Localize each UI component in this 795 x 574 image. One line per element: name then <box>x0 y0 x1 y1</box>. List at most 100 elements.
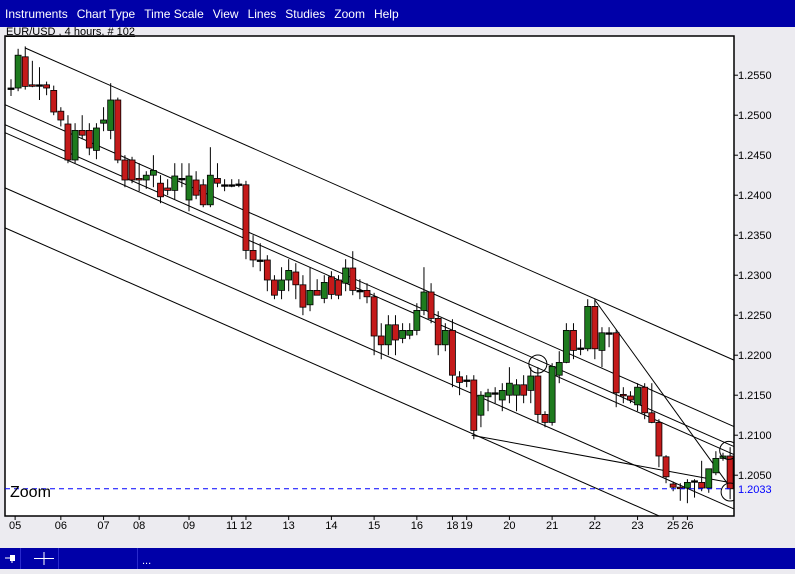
plot-area[interactable] <box>4 35 735 517</box>
candle-bull <box>256 259 264 262</box>
candle-bear <box>28 84 36 87</box>
crosshair-button[interactable] <box>20 548 59 569</box>
candle-bear <box>363 289 371 298</box>
candle-bull <box>691 480 698 483</box>
candle-bull <box>278 279 285 291</box>
candle-bear <box>50 90 58 113</box>
circle-marker <box>719 440 734 460</box>
candle-bull <box>605 332 613 335</box>
x-tick-label: 25 <box>667 520 679 532</box>
candle-bull <box>228 184 236 187</box>
menu-zoom[interactable]: Zoom <box>334 6 365 21</box>
candle-bear <box>57 110 65 121</box>
candle-bull <box>100 119 107 124</box>
menu-studies[interactable]: Studies <box>285 6 326 21</box>
candle-bear <box>263 259 271 281</box>
menu-help[interactable]: Help <box>373 6 399 21</box>
candle-bull <box>634 386 641 406</box>
candle-bear <box>470 379 478 431</box>
candle-bull <box>356 289 364 293</box>
status-text: ... <box>142 555 152 567</box>
candle-bull <box>171 175 179 191</box>
x-tick-label: 07 <box>97 520 109 532</box>
y-tick-label: 1.2350 <box>738 230 772 242</box>
x-tick-label: 13 <box>283 520 295 532</box>
candle-bull <box>498 389 506 401</box>
candle-bear <box>619 393 627 397</box>
candle-bull <box>221 184 229 187</box>
candle-bull <box>142 174 150 181</box>
menu-time-scale[interactable]: Time Scale <box>144 6 204 21</box>
candle-bear <box>135 177 143 181</box>
x-tick-label: 18 <box>446 520 458 532</box>
candle-bull <box>36 84 43 87</box>
candle-bull <box>71 129 79 161</box>
candle-bull <box>93 127 100 151</box>
candle-bull <box>420 291 428 311</box>
candle-bull <box>342 267 350 284</box>
candle-bear <box>335 279 342 296</box>
candle-bear <box>214 177 221 184</box>
candle-bear <box>627 395 634 401</box>
menu-view[interactable]: View <box>212 6 239 21</box>
candle-bear <box>591 305 599 350</box>
price-chart[interactable]: 1.2550 1.2500 1.2450 1.2400 1.2350 1.2300 1.22… <box>0 0 795 548</box>
candle-bull <box>399 329 407 339</box>
menu-instruments[interactable]: Instruments <box>5 6 68 21</box>
candle-bear <box>121 159 129 181</box>
candle-bull <box>178 177 186 181</box>
candle-bear <box>662 456 670 478</box>
candle-bull <box>14 54 22 89</box>
x-tick-label: 15 <box>368 520 380 532</box>
candle-bull <box>584 305 592 350</box>
candle-bear <box>377 335 385 346</box>
status-bar: ... <box>0 548 795 569</box>
candle-bear <box>392 324 399 341</box>
y-tick-label: 1.2050 <box>738 470 772 482</box>
pin-button[interactable] <box>0 548 21 569</box>
menu-lines[interactable]: Lines <box>247 6 277 21</box>
candle-bear <box>370 296 378 337</box>
candle-bear <box>456 376 463 383</box>
candle-bear <box>199 184 207 206</box>
candle-bull <box>527 375 535 391</box>
candle-bear <box>669 483 677 488</box>
x-tick-label: 21 <box>546 520 558 532</box>
y-tick-label: 1.2300 <box>738 270 772 282</box>
x-tick-label: 08 <box>133 520 145 532</box>
plot-content <box>5 46 734 516</box>
circle-marker <box>720 482 734 502</box>
candle-bear <box>114 99 122 161</box>
candle-bull <box>598 332 606 351</box>
candle-bear <box>299 284 307 308</box>
zoom-label: Zoom <box>10 484 51 501</box>
menu-bar: Instruments Chart Type Time Scale View Lines… <box>0 0 795 27</box>
candle-bull <box>306 289 314 306</box>
candle-bull <box>320 281 328 299</box>
x-tick-label: 06 <box>55 520 67 532</box>
candle-bear <box>449 329 456 376</box>
candle-bull <box>705 468 713 489</box>
candle-bear <box>78 129 86 136</box>
trend-line <box>5 104 734 427</box>
candle-bull <box>513 384 520 396</box>
candle-bull <box>548 365 556 423</box>
candle-bear <box>427 291 435 319</box>
circle-marker <box>528 354 548 374</box>
x-tick-label: 20 <box>503 520 515 532</box>
candle-bear <box>43 84 50 89</box>
candle-bull <box>491 392 499 395</box>
x-tick-label: 19 <box>461 520 473 532</box>
x-tick-label: 05 <box>9 520 21 532</box>
candle-bear <box>128 159 136 181</box>
trend-line <box>5 227 661 516</box>
candle-bear <box>698 481 706 489</box>
candle-bear <box>292 271 300 286</box>
menu-chart-type[interactable]: Chart Type <box>76 6 136 21</box>
candle-bear <box>192 179 200 196</box>
x-tick-label: 22 <box>589 520 601 532</box>
candle-bull <box>285 269 293 281</box>
candle-bull <box>484 392 492 398</box>
status-blank <box>58 548 138 569</box>
y-tick-label: 1.2500 <box>738 110 772 122</box>
